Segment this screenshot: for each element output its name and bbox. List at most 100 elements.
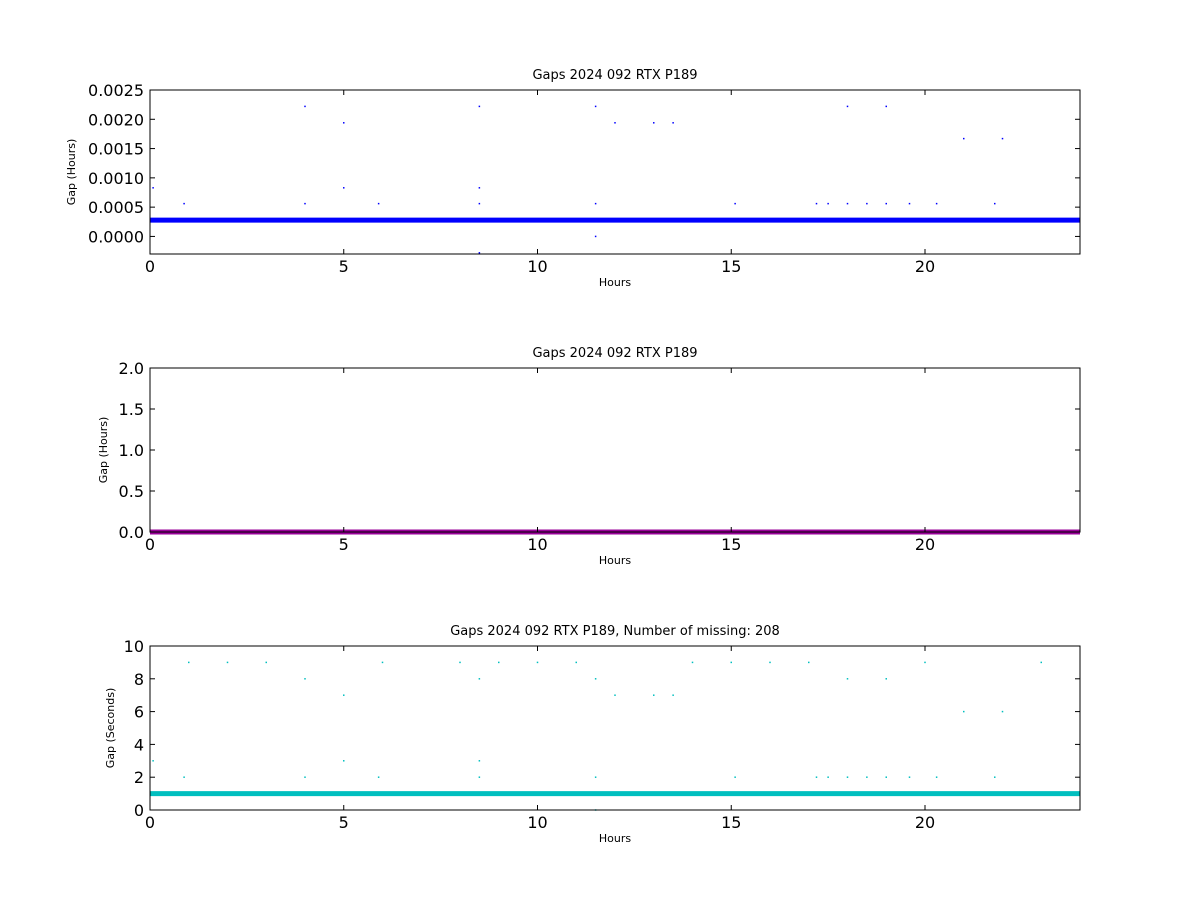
data-point xyxy=(152,187,154,189)
y-tick-label: 0.0005 xyxy=(88,198,144,217)
data-point xyxy=(866,202,868,205)
data-point xyxy=(594,105,597,108)
data-point xyxy=(1040,661,1042,664)
data-point xyxy=(846,776,849,778)
data-point xyxy=(183,776,185,778)
data-point xyxy=(908,776,911,778)
data-point xyxy=(935,202,938,205)
data-point xyxy=(343,187,345,189)
y-tick-label: 0.0025 xyxy=(88,81,144,100)
data-point xyxy=(226,661,229,664)
data-point xyxy=(188,661,190,664)
y-tick-label: 2.0 xyxy=(119,359,144,378)
data-point xyxy=(672,694,674,696)
x-axis-label: Hours xyxy=(599,832,631,845)
data-point xyxy=(730,661,732,664)
data-point xyxy=(935,776,938,778)
x-axis-label: Hours xyxy=(599,554,631,567)
y-axis-label: Gap (Hours) xyxy=(97,417,110,484)
data-point xyxy=(908,202,911,205)
y-axis-label: Gap (Seconds) xyxy=(104,688,117,769)
data-point xyxy=(152,760,154,762)
data-point xyxy=(994,202,996,205)
data-point xyxy=(459,661,461,664)
data-point xyxy=(769,661,771,664)
y-tick-label: 0 xyxy=(134,801,144,820)
data-point xyxy=(614,694,616,696)
data-point xyxy=(734,776,736,778)
data-point xyxy=(1001,137,1004,140)
y-tick-label: 1.5 xyxy=(119,400,144,419)
data-point xyxy=(478,252,481,254)
data-point xyxy=(963,137,965,140)
chart-title: Gaps 2024 092 RTX P189 xyxy=(532,346,697,361)
axes-frame xyxy=(149,89,1081,255)
chart-title: Gaps 2024 092 RTX P189 xyxy=(532,68,697,83)
data-point xyxy=(734,202,736,205)
data-point xyxy=(691,661,694,664)
data-point xyxy=(343,760,345,762)
y-tick-label: 0.5 xyxy=(119,482,144,501)
x-tick-label: 15 xyxy=(721,813,741,832)
y-tick-label: 8 xyxy=(134,670,144,689)
x-tick-label: 10 xyxy=(527,813,547,832)
data-point xyxy=(594,678,597,680)
axes-frame xyxy=(149,645,1081,811)
data-point xyxy=(478,105,481,108)
y-tick-label: 0.0020 xyxy=(88,110,144,129)
data-point xyxy=(672,122,674,124)
x-tick-label: 20 xyxy=(915,535,935,554)
data-point xyxy=(265,661,267,664)
data-point xyxy=(885,776,887,778)
data-point xyxy=(594,202,597,205)
y-tick-label: 0.0 xyxy=(119,523,144,542)
data-point xyxy=(381,661,384,664)
y-tick-label: 0.0000 xyxy=(88,227,144,246)
data-point xyxy=(885,678,887,680)
data-point xyxy=(885,105,887,108)
data-point xyxy=(575,661,577,664)
data-point xyxy=(963,710,965,713)
data-point xyxy=(304,105,306,108)
data-point xyxy=(478,678,481,680)
x-tick-label: 0 xyxy=(145,813,155,832)
chart-panel-1: 0 5 10 15 20 0.0000 0.0005 0.0010 0.0015 0.0020 0.… xyxy=(65,68,1081,289)
data-point xyxy=(653,694,655,696)
data-point xyxy=(343,694,345,696)
data-point xyxy=(653,122,655,124)
x-tick-label: 5 xyxy=(339,535,349,554)
chart-title: Gaps 2024 092 RTX P189, Number of missin… xyxy=(450,624,780,639)
data-point xyxy=(377,202,380,205)
data-point xyxy=(478,202,481,205)
x-tick-label: 5 xyxy=(339,813,349,832)
x-tick-label: 10 xyxy=(527,535,547,554)
x-tick-label: 20 xyxy=(915,257,935,276)
data-point xyxy=(304,776,306,778)
data-point xyxy=(846,105,849,108)
x-tick-label: 0 xyxy=(145,535,155,554)
data-point xyxy=(924,661,926,664)
data-point xyxy=(536,661,539,664)
data-point xyxy=(343,122,345,124)
data-point xyxy=(377,776,380,778)
x-tick-label: 5 xyxy=(339,257,349,276)
x-tick-label: 15 xyxy=(721,535,741,554)
data-point xyxy=(304,202,306,205)
data-point xyxy=(478,776,481,778)
chart-panel-3: 0 5 10 15 20 0 2 4 6 8 10 Gaps 2024 092 RTX P189, N… xyxy=(104,624,1081,845)
data-point xyxy=(183,202,185,205)
data-point xyxy=(614,122,616,124)
data-point xyxy=(994,776,996,778)
data-point xyxy=(594,235,597,238)
data-point xyxy=(866,776,868,778)
data-point xyxy=(846,202,849,205)
data-point xyxy=(478,760,481,762)
data-point xyxy=(498,661,500,664)
y-tick-label: 6 xyxy=(134,703,144,722)
y-tick-label: 2 xyxy=(134,768,144,787)
x-tick-label: 15 xyxy=(721,257,741,276)
y-axis-label: Gap (Hours) xyxy=(65,139,78,206)
y-tick-label: 10 xyxy=(124,637,144,656)
data-point xyxy=(815,202,818,205)
axes-frame xyxy=(149,367,1081,533)
